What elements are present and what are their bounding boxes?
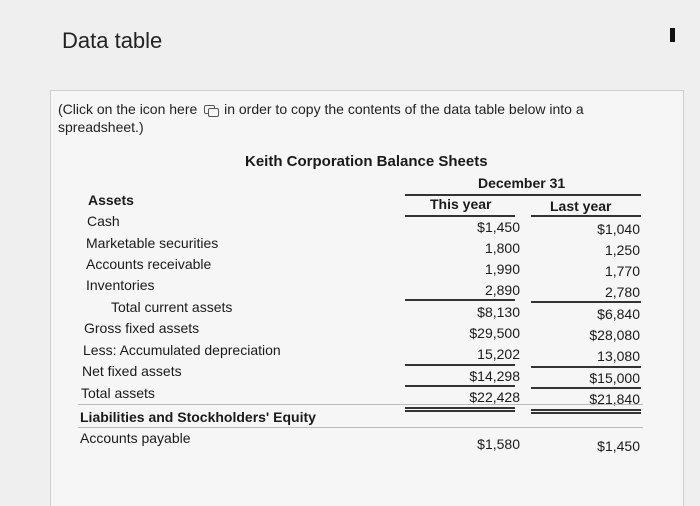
data-table-panel bbox=[50, 90, 684, 506]
cell-this-year: 15,202 bbox=[477, 346, 520, 362]
cell-last-year: 13,080 bbox=[597, 348, 640, 364]
subtotal-line-this bbox=[405, 364, 515, 366]
subtotal-line-last bbox=[531, 387, 641, 389]
cell-last-year: 1,250 bbox=[604, 242, 640, 258]
period-header: December 31 bbox=[478, 175, 566, 191]
subtotal-line-last bbox=[531, 366, 641, 368]
cell-this-year: $8,130 bbox=[477, 304, 520, 320]
cell-this-year: 1,800 bbox=[484, 240, 520, 256]
row-label: Gross fixed assets bbox=[84, 320, 200, 336]
subtotal-line-last bbox=[531, 301, 641, 303]
cell-last-year: 2,780 bbox=[604, 284, 640, 300]
subtotal-line-this bbox=[405, 299, 515, 301]
note-text-before: (Click on the icon here bbox=[58, 101, 198, 117]
row-label: Accounts payable bbox=[80, 430, 191, 446]
section-liabilities: Liabilities and Stockholders' Equity bbox=[80, 409, 316, 425]
cell-last-year: $15,000 bbox=[589, 370, 640, 386]
cell-this-year: 1,990 bbox=[484, 261, 520, 277]
total-double-line-last-1 bbox=[531, 409, 641, 411]
cell-last-year: $28,080 bbox=[589, 327, 640, 343]
period-underline bbox=[405, 194, 641, 196]
minimize-icon[interactable] bbox=[670, 28, 675, 42]
subtotal-line-this bbox=[405, 385, 515, 387]
window-title: Data table bbox=[62, 28, 163, 53]
total-double-line-this-1 bbox=[405, 407, 515, 409]
cell-last-year: 1,770 bbox=[604, 263, 640, 279]
section-assets: Assets bbox=[88, 192, 134, 208]
col-this-underline bbox=[405, 215, 515, 217]
total-double-line-this-2 bbox=[405, 410, 515, 412]
table-title: Keith Corporation Balance Sheets bbox=[245, 153, 488, 170]
col-this-year-header: This year bbox=[430, 196, 492, 212]
row-label: Less: Accumulated depreciation bbox=[83, 342, 281, 358]
copy-icon[interactable] bbox=[204, 105, 220, 117]
row-label: Cash bbox=[87, 213, 120, 229]
col-last-underline bbox=[531, 215, 641, 217]
cell-last-year: $1,040 bbox=[597, 221, 640, 237]
total-double-line-last-2 bbox=[531, 412, 641, 414]
section-divider bbox=[78, 427, 643, 428]
row-label: Inventories bbox=[86, 277, 155, 293]
cell-last-year: $6,840 bbox=[597, 306, 640, 322]
copy-instructions: (Click on the icon here in order to copy… bbox=[58, 100, 618, 136]
row-label: Marketable securities bbox=[86, 235, 219, 251]
cell-this-year: 2,890 bbox=[484, 282, 520, 298]
section-divider bbox=[78, 404, 643, 405]
col-last-year-header: Last year bbox=[550, 198, 612, 214]
cell-this-year: $22,428 bbox=[469, 389, 520, 405]
cell-last-year: $1,450 bbox=[597, 438, 640, 454]
row-label: Total current assets bbox=[111, 299, 233, 315]
row-label: Net fixed assets bbox=[82, 363, 182, 379]
cell-this-year: $29,500 bbox=[469, 325, 520, 341]
note-text-after: in order to copy the contents of the dat… bbox=[58, 101, 584, 135]
cell-last-year: $21,840 bbox=[589, 391, 640, 407]
row-label: Total assets bbox=[81, 385, 155, 401]
cell-this-year: $14,298 bbox=[469, 368, 520, 384]
cell-this-year: $1,580 bbox=[477, 436, 520, 452]
row-label: Accounts receivable bbox=[86, 256, 212, 272]
cell-this-year: $1,450 bbox=[477, 219, 520, 235]
